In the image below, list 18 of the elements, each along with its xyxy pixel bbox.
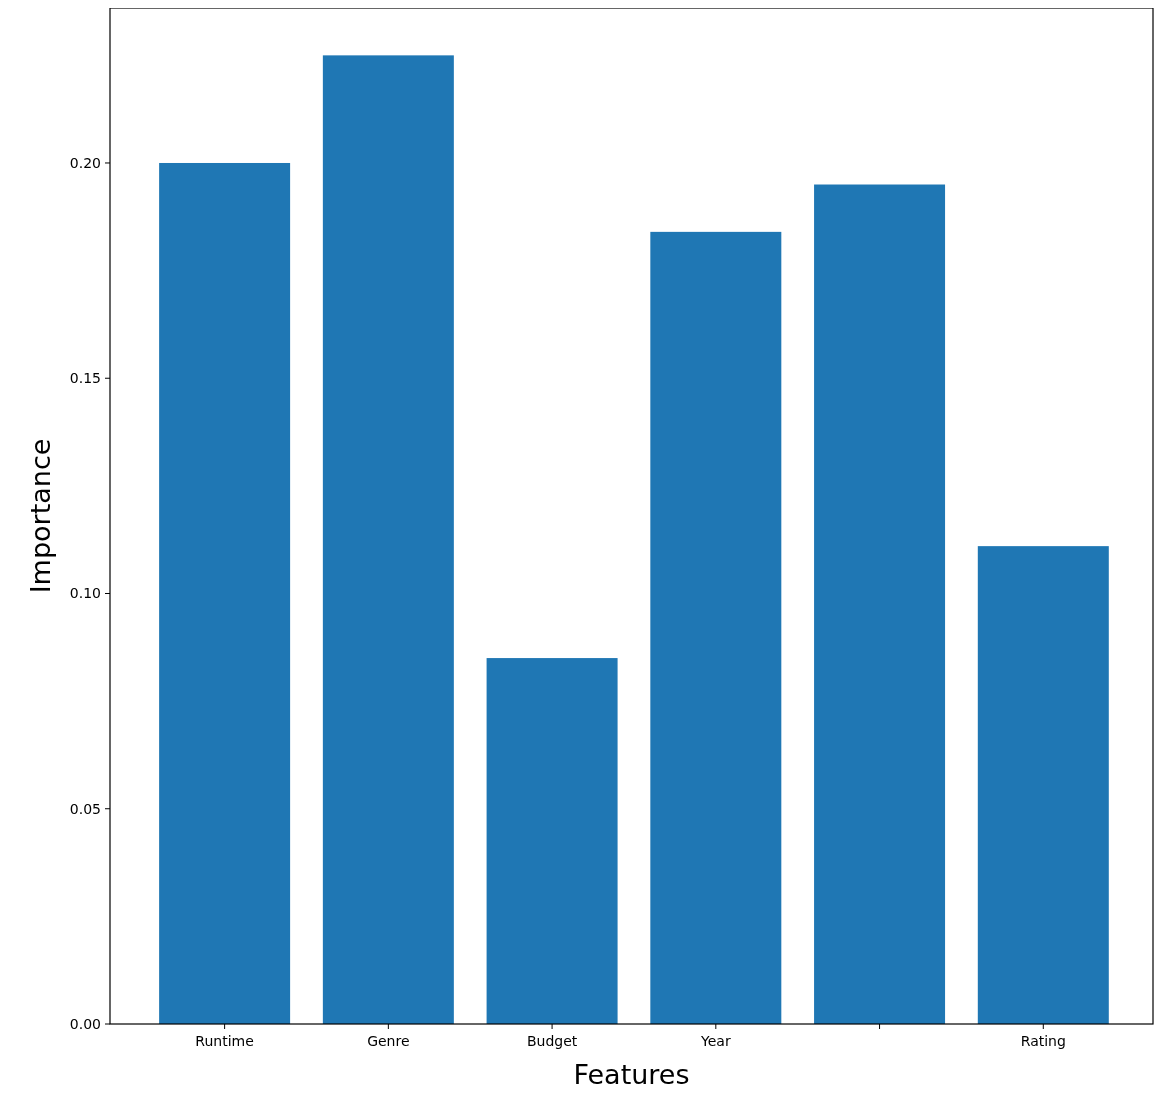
- x-tick-label: Rating: [1020, 1033, 1066, 1049]
- bar: [977, 546, 1109, 1024]
- y-tick-label: 0.10: [69, 585, 101, 602]
- y-tick-label: 0.00: [69, 1015, 101, 1032]
- x-tick-label: Budget: [526, 1033, 578, 1049]
- y-tick-label: 0.05: [69, 800, 101, 817]
- y-tick-label: 0.20: [69, 154, 101, 171]
- bar: [322, 55, 454, 1024]
- y-tick-label: 0.15: [69, 370, 101, 387]
- x-axis-title: Features: [573, 1059, 690, 1090]
- x-tick-label: Runtime: [195, 1033, 254, 1049]
- x-tick-label: Year: [700, 1033, 731, 1049]
- y-axis-title: Importance: [25, 438, 56, 594]
- bar: [814, 184, 946, 1024]
- bar: [159, 162, 291, 1024]
- bar: [486, 658, 618, 1024]
- bar: [650, 231, 782, 1024]
- x-tick-label: Genre: [367, 1033, 410, 1049]
